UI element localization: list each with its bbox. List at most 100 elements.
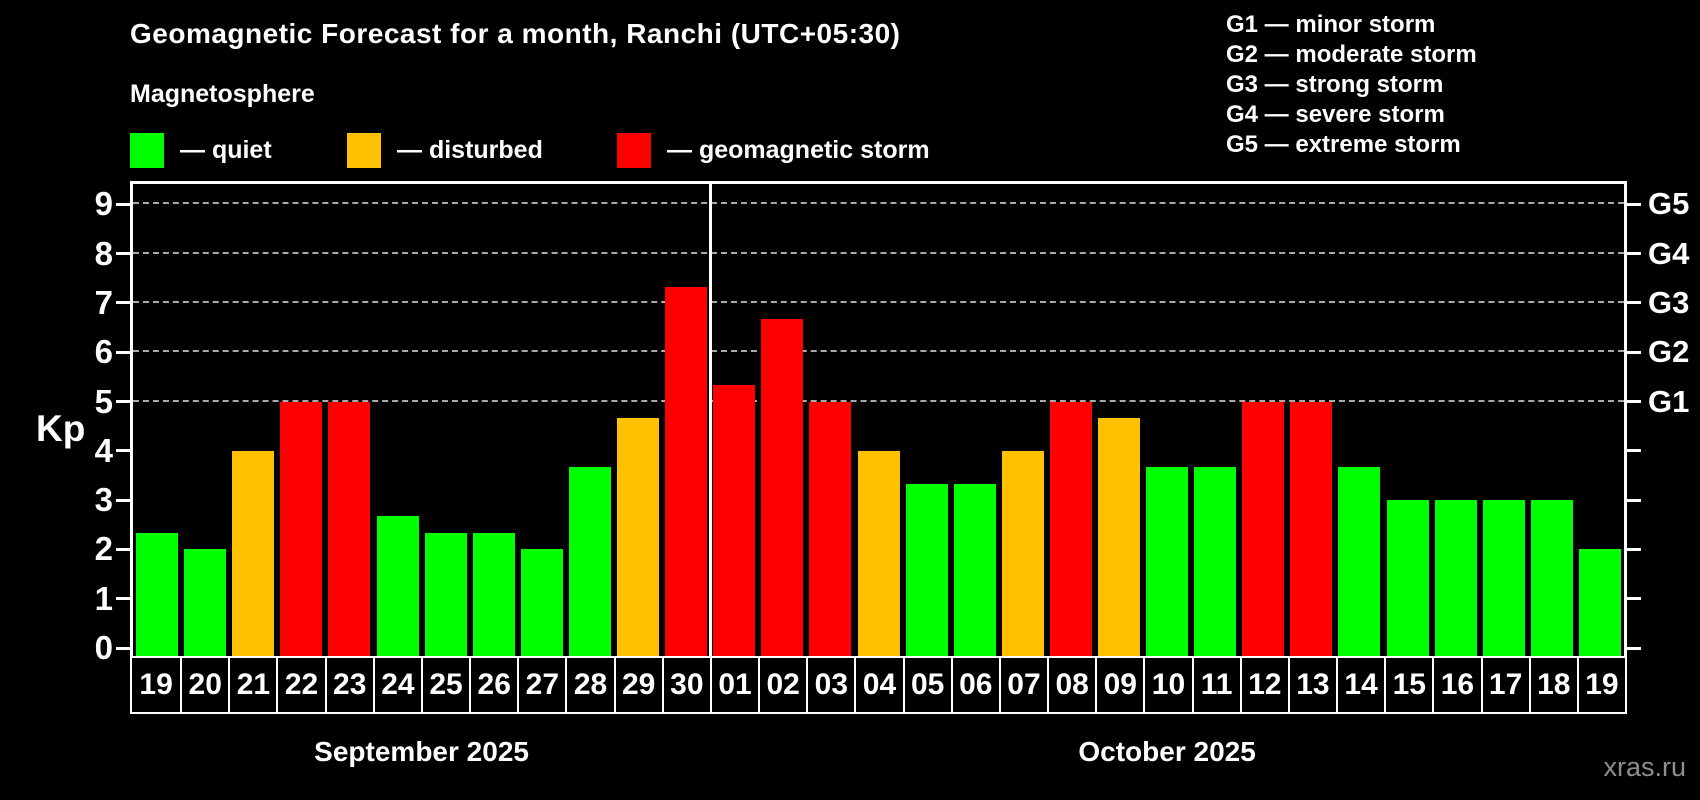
bar-day-05-m2 bbox=[905, 483, 948, 656]
watermark: xras.ru bbox=[1603, 752, 1686, 782]
disturbed-color-swatch bbox=[347, 132, 381, 168]
chart-subtitle: Magnetosphere bbox=[130, 80, 315, 108]
gridline-kp-6 bbox=[133, 350, 1624, 353]
bar-day-10-m2 bbox=[1146, 467, 1189, 656]
y-tick-right-1 bbox=[1627, 597, 1641, 601]
date-cell-19: 19 bbox=[1576, 658, 1625, 712]
bar-day-18-m2 bbox=[1530, 500, 1573, 656]
bar-day-01-m2 bbox=[713, 385, 756, 656]
y-tick-label-4: 4 bbox=[94, 431, 113, 469]
y-axis-label: Kp bbox=[36, 408, 86, 449]
bar-day-07-m2 bbox=[1001, 450, 1044, 656]
y-tick-left-7 bbox=[116, 301, 130, 305]
g-tick-label-g4: G4 bbox=[1648, 235, 1690, 271]
legend-item-quiet: — quiet bbox=[130, 132, 272, 168]
date-cell-07: 07 bbox=[998, 658, 1047, 712]
date-cell-17: 17 bbox=[1480, 658, 1529, 712]
g-legend-line-g4: G4 — severe storm bbox=[1226, 101, 1445, 128]
g-scale-legend: G1 — minor storm G2 — moderate storm G3 … bbox=[1226, 10, 1477, 160]
bar-day-08-m2 bbox=[1049, 401, 1092, 656]
month-label-2: October 2025 bbox=[1078, 736, 1256, 767]
y-tick-right-6 bbox=[1627, 350, 1641, 354]
g-tick-label-g1: G1 bbox=[1648, 383, 1690, 419]
bar-day-26-m1 bbox=[472, 533, 515, 656]
bar-day-16-m2 bbox=[1434, 500, 1477, 656]
y-tick-left-6 bbox=[116, 350, 130, 354]
y-tick-label-3: 3 bbox=[94, 481, 113, 519]
legend-label-disturbed: — disturbed bbox=[397, 135, 543, 164]
bar-day-22-m1 bbox=[280, 401, 323, 656]
y-tick-right-4 bbox=[1627, 449, 1641, 453]
date-cell-28: 28 bbox=[565, 658, 613, 712]
y-tick-right-9 bbox=[1627, 202, 1641, 206]
bar-day-14-m2 bbox=[1338, 467, 1381, 656]
bar-day-29-m1 bbox=[617, 417, 660, 656]
bar-day-19-m1 bbox=[136, 533, 179, 656]
date-cell-22: 22 bbox=[276, 658, 324, 712]
g-legend-line-g2: G2 — moderate storm bbox=[1226, 41, 1477, 68]
g-tick-label-g5: G5 bbox=[1648, 186, 1690, 222]
g-tick-label-g3: G3 bbox=[1648, 284, 1690, 320]
date-cell-10: 10 bbox=[1143, 658, 1191, 712]
y-tick-label-5: 5 bbox=[94, 382, 113, 420]
y-tick-right-3 bbox=[1627, 498, 1641, 502]
y-tick-right-8 bbox=[1627, 252, 1641, 256]
bar-day-17-m2 bbox=[1482, 500, 1525, 656]
date-cell-04: 04 bbox=[854, 658, 902, 712]
g-legend-line-g3: G3 — strong storm bbox=[1226, 71, 1444, 98]
y-tick-label-1: 1 bbox=[94, 579, 113, 617]
bar-day-23-m1 bbox=[328, 401, 371, 656]
legend-item-disturbed: — disturbed bbox=[347, 132, 543, 168]
date-cell-12: 12 bbox=[1239, 658, 1288, 712]
bar-day-06-m2 bbox=[953, 483, 996, 656]
g-tick-label-g2: G2 bbox=[1648, 334, 1690, 370]
plot-area: 0 1 2 3 4 5 6 7 8 9 G1 G2 G3 G4 G5 bbox=[95, 181, 1689, 666]
y-tick-left-1 bbox=[116, 597, 130, 601]
y-tick-left-4 bbox=[116, 449, 130, 453]
date-cell-26: 26 bbox=[469, 658, 517, 712]
date-cell-21: 21 bbox=[228, 658, 276, 712]
date-cell-15: 15 bbox=[1384, 658, 1432, 712]
y-tick-label-7: 7 bbox=[94, 283, 113, 321]
g-legend-line-g5: G5 — extreme storm bbox=[1226, 131, 1461, 158]
date-cell-25: 25 bbox=[420, 658, 469, 712]
date-cell-03: 03 bbox=[806, 658, 854, 712]
date-cell-01: 01 bbox=[709, 658, 758, 712]
date-cell-08: 08 bbox=[1047, 658, 1095, 712]
month-label-1: September 2025 bbox=[314, 736, 529, 767]
bar-day-02-m2 bbox=[761, 319, 804, 656]
bar-day-15-m2 bbox=[1386, 500, 1429, 656]
storm-color-swatch bbox=[617, 132, 651, 168]
bar-day-30-m1 bbox=[665, 286, 708, 656]
y-tick-left-0 bbox=[116, 646, 130, 650]
y-tick-right-2 bbox=[1627, 547, 1641, 551]
y-tick-left-2 bbox=[116, 547, 130, 551]
date-cell-09: 09 bbox=[1095, 658, 1143, 712]
bar-day-09-m2 bbox=[1097, 417, 1140, 656]
y-tick-label-0: 0 bbox=[94, 629, 113, 666]
date-cell-13: 13 bbox=[1287, 658, 1336, 712]
date-cell-14: 14 bbox=[1336, 658, 1384, 712]
date-cell-05: 05 bbox=[902, 658, 951, 712]
date-cell-06: 06 bbox=[950, 658, 999, 712]
chart-title: Geomagnetic Forecast for a month, Ranchi… bbox=[130, 18, 901, 49]
y-tick-label-8: 8 bbox=[94, 234, 113, 272]
date-cell-20: 20 bbox=[180, 658, 228, 712]
date-cell-29: 29 bbox=[613, 658, 662, 712]
g-legend-line-g1: G1 — minor storm bbox=[1226, 11, 1436, 38]
date-cell-24: 24 bbox=[372, 658, 421, 712]
gridline-kp-8 bbox=[133, 251, 1624, 254]
bar-day-21-m1 bbox=[232, 450, 275, 656]
bar-day-24-m1 bbox=[376, 516, 419, 656]
gridline-kp-5 bbox=[133, 399, 1624, 402]
bar-day-11-m2 bbox=[1194, 467, 1237, 656]
gridline-kp-9 bbox=[133, 202, 1624, 205]
y-tick-left-5 bbox=[116, 400, 130, 403]
bar-day-20-m1 bbox=[184, 549, 227, 656]
y-tick-left-8 bbox=[116, 252, 130, 256]
y-tick-right-7 bbox=[1627, 301, 1641, 305]
bar-day-04-m2 bbox=[857, 450, 900, 656]
date-cell-18: 18 bbox=[1528, 658, 1577, 712]
bar-day-03-m2 bbox=[809, 401, 852, 656]
